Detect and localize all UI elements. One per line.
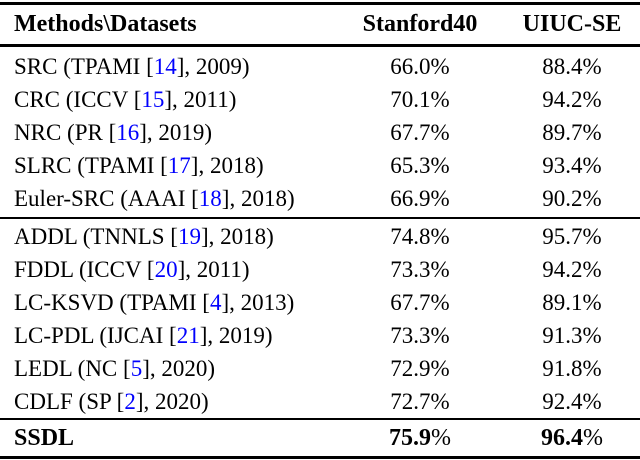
- table-row: CRC (ICCV [15], 2011) 70.1% 94.2%: [0, 83, 640, 116]
- method-text: ], 2019): [199, 322, 273, 348]
- uiuc-se-value: 91.3%: [542, 322, 602, 348]
- table-top-rule: [0, 2, 640, 5]
- stanford40-value: 66.0%: [390, 53, 450, 79]
- uiuc-se-value: 92.4%: [542, 388, 602, 414]
- citation-link[interactable]: 2: [124, 388, 136, 414]
- method-text: LEDL (NC [: [14, 355, 131, 381]
- method-text: ], 2011): [164, 86, 237, 112]
- citation-link[interactable]: 17: [167, 152, 191, 178]
- method-text: ], 2020): [142, 355, 216, 381]
- method-cell-ssdl: SSDL: [14, 424, 75, 451]
- method-cell: CRC (ICCV [15], 2011): [0, 87, 336, 113]
- table-row: SLRC (TPAMI [17], 2018) 65.3% 93.4%: [0, 149, 640, 182]
- method-text: LC-PDL (IJCAI [: [14, 322, 177, 348]
- percent-sign: %: [583, 424, 603, 451]
- method-text: ], 2018): [200, 223, 274, 249]
- table-row: LC-KSVD (TPAMI [4], 2013) 67.7% 89.1%: [0, 286, 640, 319]
- uiuc-se-value: 93.4%: [542, 152, 602, 178]
- stanford40-value-ssdl: 75.9%: [389, 424, 451, 451]
- citation-link[interactable]: 14: [153, 53, 177, 79]
- table-row: LC-PDL (IJCAI [21], 2019) 73.3% 91.3%: [0, 319, 640, 352]
- method-cell: SLRC (TPAMI [17], 2018): [0, 153, 336, 179]
- method-cell: NRC (PR [16], 2019): [0, 120, 336, 146]
- method-cell: LC-KSVD (TPAMI [4], 2013): [0, 290, 336, 316]
- citation-link[interactable]: 18: [198, 185, 222, 211]
- stanford40-value: 70.1%: [390, 86, 450, 112]
- method-text: CRC (ICCV [: [14, 86, 142, 112]
- method-cell: FDDL (ICCV [20], 2011): [0, 257, 336, 283]
- method-text: SRC (TPAMI [: [14, 53, 154, 79]
- method-cell: SRC (TPAMI [14], 2009): [0, 54, 336, 80]
- stanford40-value: 74.8%: [390, 223, 450, 249]
- stanford40-value: 67.7%: [390, 289, 450, 315]
- method-text: ], 2018): [221, 185, 295, 211]
- citation-link[interactable]: 20: [154, 256, 178, 282]
- table-row: CDLF (SP [2], 2020) 72.7% 92.4%: [0, 385, 640, 418]
- stanford40-value: 72.7%: [390, 388, 450, 414]
- table-row: SRC (TPAMI [14], 2009) 66.0% 88.4%: [0, 50, 640, 83]
- method-text: SLRC (TPAMI [: [14, 152, 168, 178]
- table-row: FDDL (ICCV [20], 2011) 73.3% 94.2%: [0, 253, 640, 286]
- footer-divider-rule: [0, 418, 640, 420]
- citation-link[interactable]: 19: [177, 223, 201, 249]
- method-text: CDLF (SP [: [14, 388, 125, 414]
- stanford40-value: 73.3%: [390, 256, 450, 282]
- table-row: LEDL (NC [5], 2020) 72.9% 91.8%: [0, 352, 640, 385]
- table-footer-row-ssdl: SSDL 75.9% 96.4%: [0, 420, 640, 456]
- stanford40-value: 66.9%: [390, 185, 450, 211]
- table-row: ADDL (TNNLS [19], 2018) 74.8% 95.7%: [0, 220, 640, 253]
- header-stanford40: Stanford40: [362, 11, 478, 37]
- uiuc-se-value: 88.4%: [542, 53, 602, 79]
- header-bottom-rule: [0, 44, 640, 47]
- uiuc-se-value: 94.2%: [542, 256, 602, 282]
- uiuc-se-value: 95.7%: [542, 223, 602, 249]
- method-cell: CDLF (SP [2], 2020): [0, 389, 336, 415]
- method-cell: ADDL (TNNLS [19], 2018): [0, 224, 336, 250]
- stanford40-value: 73.3%: [390, 322, 450, 348]
- method-text: ], 2019): [139, 119, 213, 145]
- method-text: ], 2020): [135, 388, 209, 414]
- citation-link[interactable]: 15: [141, 86, 165, 112]
- method-cell: Euler-SRC (AAAI [18], 2018): [0, 186, 336, 212]
- stanford40-value: 72.9%: [390, 355, 450, 381]
- header-uiuc-se: UIUC-SE: [522, 11, 622, 37]
- table-row: Euler-SRC (AAAI [18], 2018) 66.9% 90.2%: [0, 182, 640, 215]
- uiuc-se-value: 91.8%: [542, 355, 602, 381]
- stanford40-value: 67.7%: [390, 119, 450, 145]
- table-group-src-methods: SRC (TPAMI [14], 2009) 66.0% 88.4% CRC (…: [0, 47, 640, 217]
- uiuc-se-value: 89.1%: [542, 289, 602, 315]
- table-header-row: Methods\Datasets Stanford40 UIUC-SE: [0, 5, 640, 44]
- table-bottom-rule: [0, 456, 640, 459]
- method-text: ], 2013): [221, 289, 295, 315]
- method-text: LC-KSVD (TPAMI [: [14, 289, 210, 315]
- percent-sign: %: [431, 424, 451, 451]
- citation-link[interactable]: 16: [116, 119, 140, 145]
- table-group-ddl-methods: ADDL (TNNLS [19], 2018) 74.8% 95.7% FDDL…: [0, 219, 640, 418]
- method-text: ], 2009): [176, 53, 250, 79]
- uiuc-se-value: 89.7%: [542, 119, 602, 145]
- method-text: ], 2011): [177, 256, 250, 282]
- method-text: FDDL (ICCV [: [14, 256, 155, 282]
- method-text: Euler-SRC (AAAI [: [14, 185, 199, 211]
- stanford40-value: 65.3%: [390, 152, 450, 178]
- method-cell: LEDL (NC [5], 2020): [0, 356, 336, 382]
- table-row: NRC (PR [16], 2019) 67.7% 89.7%: [0, 116, 640, 149]
- method-cell: LC-PDL (IJCAI [21], 2019): [0, 323, 336, 349]
- group-divider-rule: [0, 217, 640, 219]
- method-text: ], 2018): [190, 152, 264, 178]
- method-text: ADDL (TNNLS [: [14, 223, 178, 249]
- header-methods-datasets: Methods\Datasets: [14, 11, 197, 37]
- method-text: NRC (PR [: [14, 119, 117, 145]
- uiuc-se-value-ssdl: 96.4%: [541, 424, 603, 451]
- citation-link[interactable]: 21: [176, 322, 200, 348]
- citation-link[interactable]: 5: [130, 355, 143, 381]
- uiuc-se-value: 90.2%: [542, 185, 602, 211]
- uiuc-se-value: 94.2%: [542, 86, 602, 112]
- citation-link[interactable]: 4: [209, 289, 222, 315]
